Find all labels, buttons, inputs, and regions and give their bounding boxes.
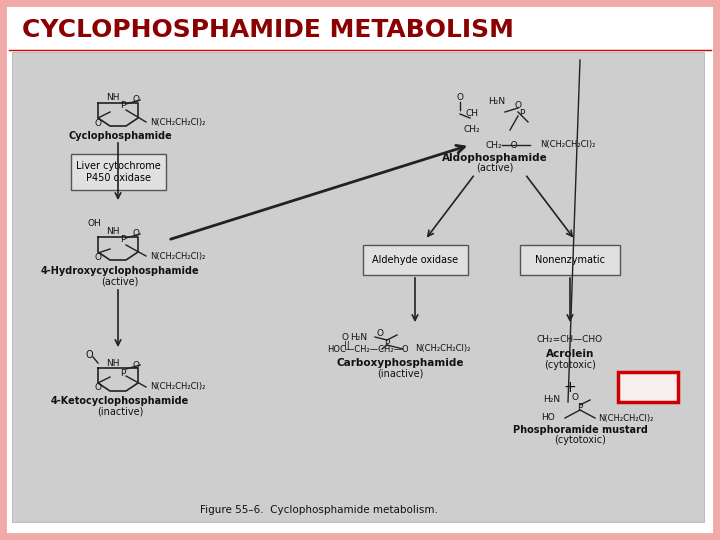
Text: Aldophosphamide: Aldophosphamide: [442, 153, 548, 163]
Text: O: O: [515, 100, 521, 110]
Text: N(CH₂CH₂Cl)₂: N(CH₂CH₂Cl)₂: [150, 382, 205, 392]
Text: N(CH₂CH₂Cl)₂: N(CH₂CH₂Cl)₂: [150, 252, 205, 260]
Bar: [12, 52, 704, 522]
Text: O: O: [94, 383, 102, 393]
Text: CH₂: CH₂: [464, 125, 480, 134]
Text: (active): (active): [477, 163, 513, 173]
Text: N(CH₂CH₂Cl)₂: N(CH₂CH₂Cl)₂: [540, 140, 595, 150]
Text: (inactive): (inactive): [96, 406, 143, 416]
Text: CH₂=CH—CHO: CH₂=CH—CHO: [537, 335, 603, 345]
Text: P: P: [384, 339, 390, 348]
Text: O: O: [132, 361, 140, 369]
Text: O: O: [572, 394, 578, 402]
Text: (cytotoxic): (cytotoxic): [544, 360, 596, 370]
Text: N(CH₂CH₂Cl)₂: N(CH₂CH₂Cl)₂: [150, 118, 205, 126]
Text: H₂N: H₂N: [488, 98, 505, 106]
Text: ||: ||: [344, 341, 350, 349]
Text: Acrolein: Acrolein: [546, 349, 594, 359]
Text: CH₂—O: CH₂—O: [485, 140, 518, 150]
Text: CYCLOPHOSPHAMIDE METABOLISM: CYCLOPHOSPHAMIDE METABOLISM: [22, 18, 514, 42]
Text: O: O: [341, 333, 348, 341]
Text: P: P: [120, 102, 126, 111]
Bar: [8, 5, 712, 50]
Text: Cyclophosphamide: Cyclophosphamide: [68, 131, 172, 141]
Text: O: O: [94, 253, 102, 261]
Text: O: O: [377, 328, 384, 338]
Text: P: P: [120, 368, 126, 377]
Text: Phosphoramide mustard: Phosphoramide mustard: [513, 425, 647, 435]
Text: +: +: [564, 381, 577, 395]
Text: 4-Hydroxycyclophosphamide: 4-Hydroxycyclophosphamide: [41, 266, 199, 276]
Text: O: O: [86, 350, 94, 360]
Text: O: O: [132, 94, 140, 104]
Bar: [618, 372, 678, 402]
Text: Carboxyphosphamide: Carboxyphosphamide: [336, 358, 464, 368]
Text: NH: NH: [107, 93, 120, 103]
Text: CH: CH: [465, 110, 478, 118]
Text: HO: HO: [541, 414, 555, 422]
Text: NH: NH: [107, 359, 120, 368]
Text: (cytotoxic): (cytotoxic): [554, 435, 606, 445]
Text: Liver cytochrome
P450 oxidase: Liver cytochrome P450 oxidase: [76, 161, 161, 183]
Text: P: P: [519, 110, 525, 118]
Text: Aldehyde oxidase: Aldehyde oxidase: [372, 255, 458, 265]
Text: 4-Ketocyclophosphamide: 4-Ketocyclophosphamide: [51, 396, 189, 406]
Text: O: O: [94, 118, 102, 127]
Text: H₂N: H₂N: [543, 395, 560, 404]
Text: OH: OH: [88, 219, 102, 227]
Text: (inactive): (inactive): [377, 368, 423, 378]
Text: NH: NH: [107, 226, 120, 235]
Text: (active): (active): [102, 276, 139, 286]
Text: N(CH₂CH₂Cl)₂: N(CH₂CH₂Cl)₂: [415, 345, 470, 354]
Bar: [362, 245, 467, 275]
Text: O: O: [132, 228, 140, 238]
Text: HOC—CH₂—CH₂—O: HOC—CH₂—CH₂—O: [327, 345, 409, 354]
Text: Nonenzymatic: Nonenzymatic: [535, 255, 605, 265]
Bar: [520, 245, 620, 275]
Text: N(CH₂CH₂Cl)₂: N(CH₂CH₂Cl)₂: [598, 414, 653, 422]
Bar: [71, 154, 166, 190]
Text: P: P: [120, 235, 126, 245]
Text: P: P: [577, 403, 582, 413]
Text: Figure 55–6.  Cyclophosphamide metabolism.: Figure 55–6. Cyclophosphamide metabolism…: [200, 505, 438, 515]
Text: H₂N: H₂N: [350, 333, 367, 341]
Text: O: O: [456, 93, 464, 103]
